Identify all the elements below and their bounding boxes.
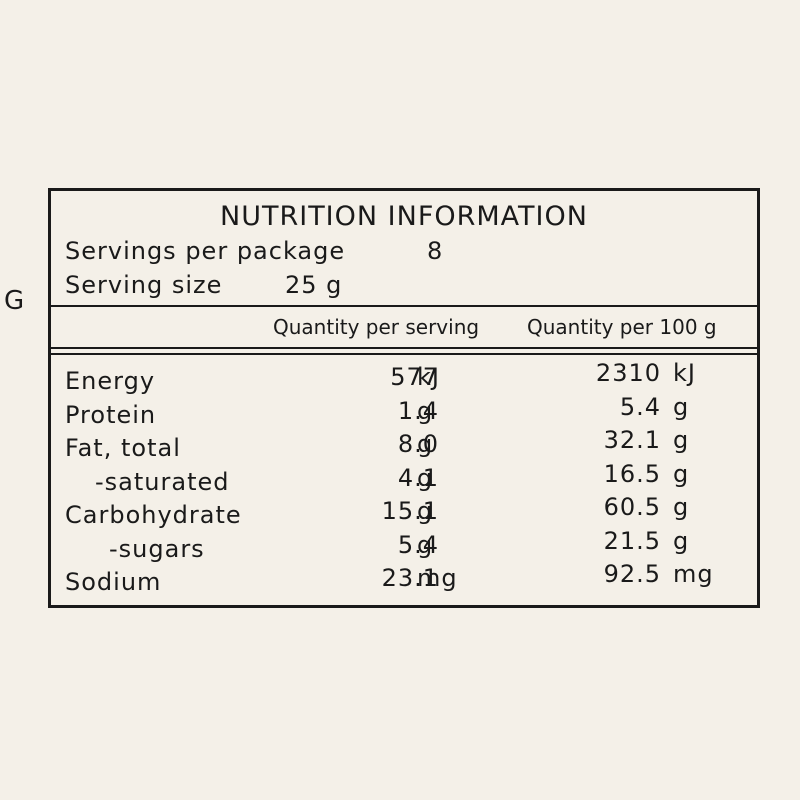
column-header: Quantity per 100 g xyxy=(527,315,717,339)
per-serving-value: 577 xyxy=(390,363,439,391)
column-header: Quantity per serving xyxy=(273,315,480,339)
per-100g-unit: g xyxy=(673,459,690,488)
per-serving-value: 1.4 xyxy=(397,396,439,425)
nutrient-name: Sodium xyxy=(65,568,162,596)
per-serving-unit: mg xyxy=(417,564,458,592)
per-serving-value: 15.1 xyxy=(381,497,439,525)
per-100g-value: 60.5 xyxy=(603,493,661,521)
panel-title: NUTRITION INFORMATION xyxy=(220,201,588,232)
per-100g-unit: g xyxy=(673,493,690,521)
per-100g-unit: g xyxy=(673,526,690,555)
nutrient-name: Energy xyxy=(65,367,156,395)
rule xyxy=(51,353,757,355)
per-100g-unit: mg xyxy=(673,560,714,588)
per-100g-value: 92.5 xyxy=(603,560,661,588)
nutrition-panel: NUTRITION INFORMATION Servings per packa… xyxy=(48,188,760,608)
side-letter: G xyxy=(4,286,25,316)
per-serving-value: 8.0 xyxy=(397,430,439,458)
nutrient-name: Fat, total xyxy=(65,434,181,462)
per-serving-value: 5.4 xyxy=(397,530,439,559)
rule xyxy=(51,305,757,307)
per-serving-unit: g xyxy=(417,530,434,559)
nutrient-name: -saturated xyxy=(95,467,230,496)
servings-label: Servings per package xyxy=(65,237,346,265)
per-serving-unit: kJ xyxy=(417,363,440,391)
per-serving-unit: g xyxy=(417,396,434,425)
nutrient-name: Carbohydrate xyxy=(65,501,242,529)
per-serving-unit: g xyxy=(417,430,434,458)
per-100g-unit: kJ xyxy=(673,359,696,387)
per-100g-value: 16.5 xyxy=(603,459,661,488)
serving-size-value: 25 g xyxy=(285,271,343,299)
per-100g-value: 32.1 xyxy=(603,426,661,454)
rule xyxy=(51,347,757,349)
per-100g-value: 2310 xyxy=(595,359,661,387)
nutrient-name: -sugars xyxy=(109,534,205,563)
per-100g-value: 5.4 xyxy=(619,392,661,421)
nutrient-name: Protein xyxy=(65,400,157,429)
servings-value: 8 xyxy=(427,237,444,265)
serving-size-label: Serving size xyxy=(65,271,223,299)
per-100g-value: 21.5 xyxy=(603,526,661,555)
per-100g-unit: g xyxy=(673,426,690,454)
per-serving-value: 23.1 xyxy=(381,564,439,592)
per-serving-value: 4.1 xyxy=(397,463,439,492)
per-serving-unit: g xyxy=(417,463,434,492)
per-serving-unit: g xyxy=(417,497,434,525)
per-100g-unit: g xyxy=(673,392,690,421)
